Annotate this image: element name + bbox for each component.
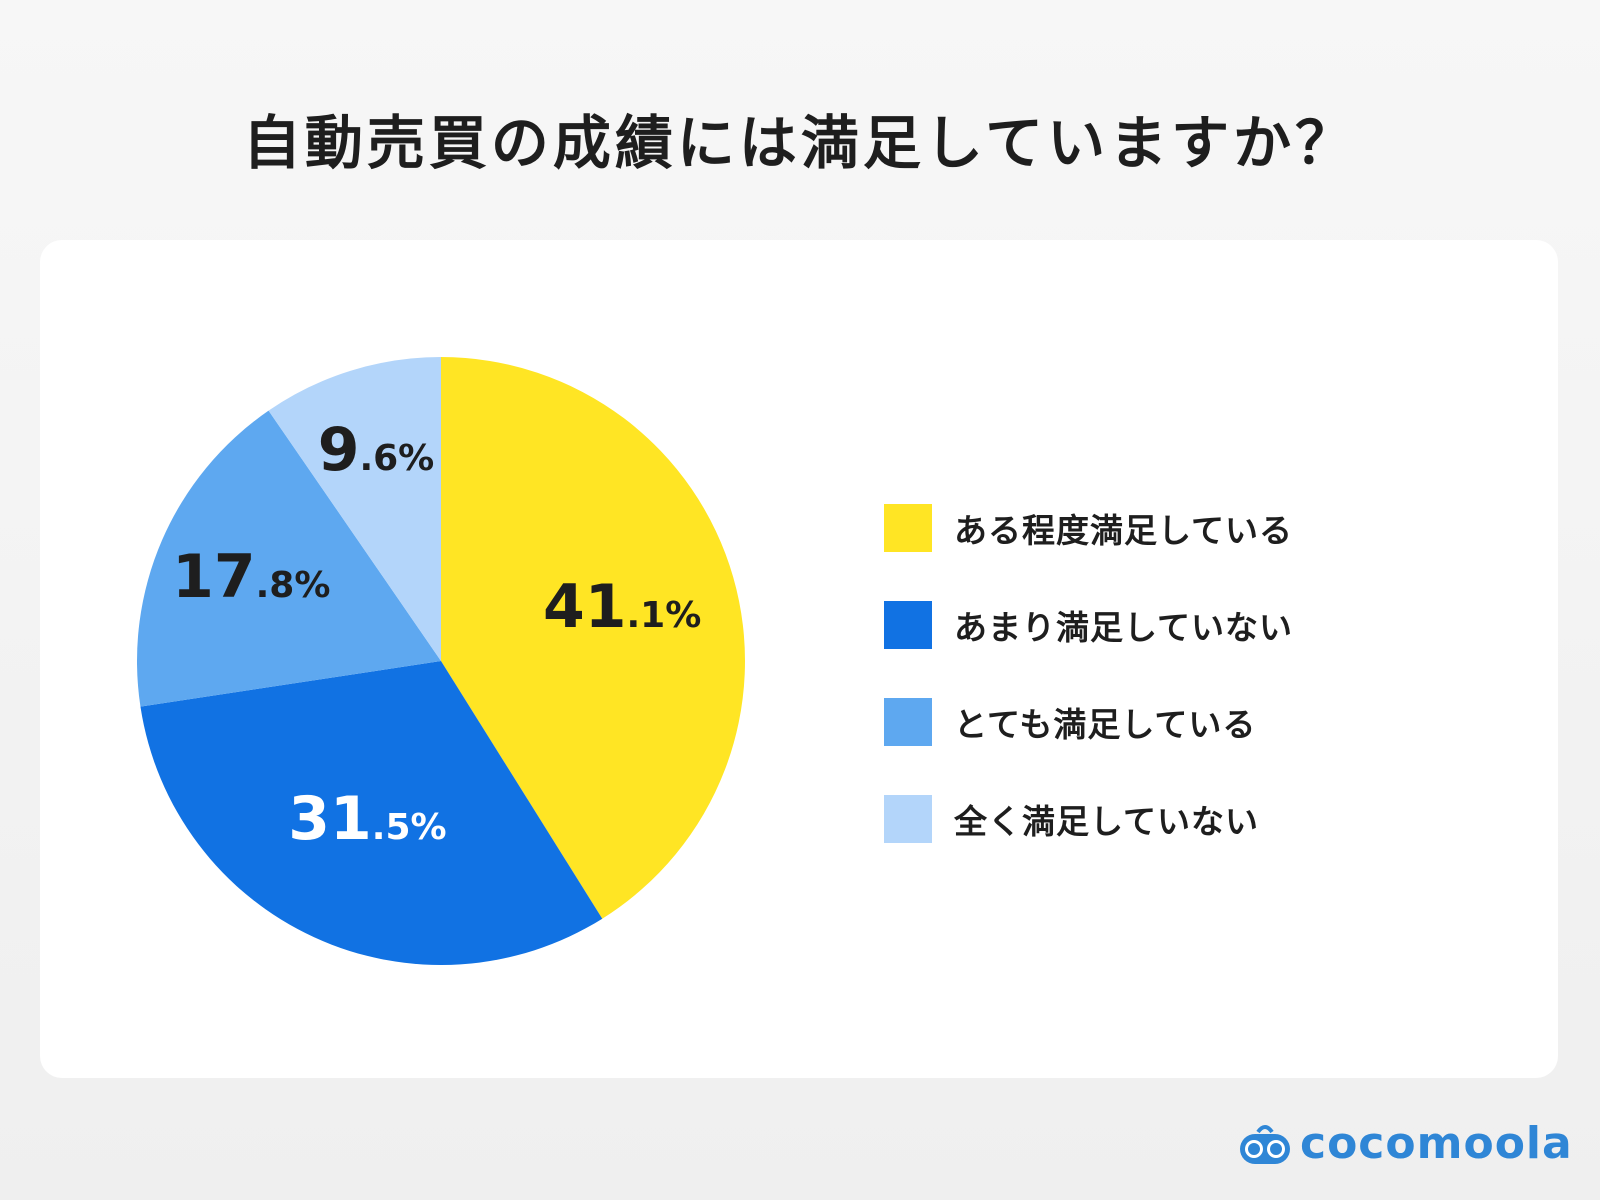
- slice-label: 9.6%: [318, 415, 435, 485]
- pie-slice: [136, 410, 441, 707]
- slice-label: 17.8%: [172, 542, 330, 612]
- pie-slice: [140, 661, 603, 966]
- legend-label: あまり満足していない: [954, 608, 1294, 647]
- cocomoola-logo-icon: [1240, 1124, 1290, 1164]
- legend-label: とても満足している: [954, 705, 1257, 744]
- pie-slice: [441, 357, 745, 919]
- slice-label: 41.1%: [543, 572, 701, 642]
- legend-swatch: [884, 504, 932, 552]
- legend-swatch: [884, 601, 932, 649]
- legend-label: 全く満足していない: [954, 802, 1260, 841]
- legend-swatch: [884, 795, 932, 843]
- logo: cocomoola: [1238, 1118, 1573, 1169]
- chart-title: 自動売買の成績には満足していますか？: [242, 109, 1358, 177]
- legend: ある程度満足している あまり満足していない とても満足している 全く満足していない: [884, 504, 1293, 892]
- legend-swatch: [884, 698, 932, 746]
- legend-item: 全く満足していない: [884, 795, 1293, 843]
- legend-item: ある程度満足している: [884, 504, 1293, 552]
- legend-item: あまり満足していない: [884, 601, 1293, 649]
- legend-item: とても満足している: [884, 698, 1293, 746]
- legend-label: ある程度満足している: [954, 511, 1294, 550]
- slice-label: 31.5%: [288, 784, 446, 854]
- logo-text: cocomoola: [1300, 1118, 1573, 1169]
- pie-slice: [268, 357, 441, 661]
